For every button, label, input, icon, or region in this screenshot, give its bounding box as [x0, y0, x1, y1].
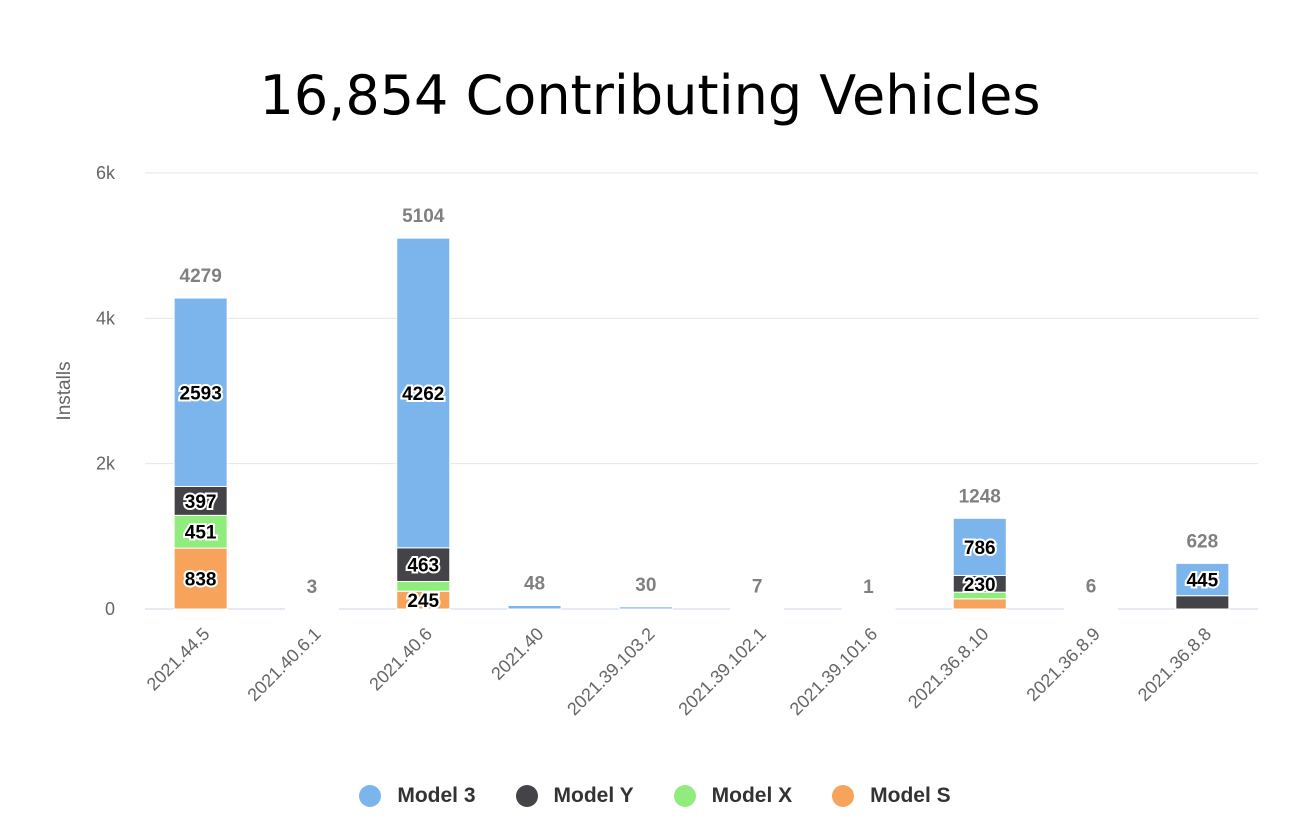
legend-label: Model Y — [553, 784, 634, 807]
y-axis-label: Installs — [54, 361, 75, 420]
segment-value-label: 445 — [1186, 571, 1218, 592]
bar-segment-model-3[interactable] — [618, 606, 673, 610]
chart-title: 16,854 Contributing Vehicles — [259, 64, 1041, 127]
bar-segment-model-y[interactable] — [1175, 595, 1230, 610]
y-tick-label: 4k — [96, 308, 116, 328]
stack-total-label: 628 — [1186, 531, 1218, 552]
legend-item-model-s[interactable]: Model S — [832, 784, 951, 808]
stack-total-label: 6 — [1086, 577, 1097, 598]
segment-value-label: 397 — [185, 492, 217, 513]
segment-value-label: 838 — [185, 570, 217, 591]
bar-segment-model-3[interactable] — [952, 517, 1007, 576]
segment-value-label: 463 — [407, 556, 439, 577]
stack-total-label: 48 — [524, 574, 545, 595]
legend-swatch — [359, 785, 382, 807]
bar-segment-model-y[interactable] — [396, 547, 451, 582]
bar-segment-model-s[interactable] — [173, 547, 228, 610]
segment-value-label: 786 — [964, 538, 996, 559]
segment-value-label: 245 — [407, 591, 439, 612]
legend-swatch — [673, 785, 696, 807]
segment-value-label: 4262 — [402, 384, 444, 405]
legend-label: Model 3 — [397, 784, 476, 807]
legend: Model 3 Model Y Model X Model S — [0, 778, 1310, 814]
stack-total-label: 3 — [307, 577, 318, 598]
bar-segment-model-x[interactable] — [396, 580, 451, 592]
stack-total-label: 5104 — [402, 206, 445, 227]
grid-lines — [145, 172, 1258, 610]
data-labels: 838 451 397 2593 4279 3 245 463 4262 5104 48 30 7 1 23… — [178, 206, 1221, 614]
bars — [173, 237, 1230, 610]
x-tick-label: 2021.36.8.10 — [904, 624, 992, 712]
legend-swatch — [515, 785, 538, 807]
x-tick-label: 2021.36.8.8 — [1134, 624, 1215, 705]
bar-segment-model-3[interactable] — [507, 605, 562, 610]
stack-total-label: 1 — [863, 577, 874, 598]
bar-segment-model-x[interactable] — [173, 514, 228, 549]
segment-value-label: 451 — [185, 523, 217, 544]
bar-segment-model-s[interactable] — [952, 598, 1007, 610]
bar-segment-model-3[interactable] — [730, 607, 785, 610]
stack-total-label: 1248 — [959, 486, 1001, 507]
legend-item-model-x[interactable]: Model X — [673, 784, 793, 808]
bar-segment-model-y[interactable] — [173, 485, 228, 516]
x-tick-label: 2021.39.101.6 — [786, 624, 882, 720]
bar-segment-model-3[interactable] — [1175, 562, 1230, 597]
bar-segment-model-3[interactable] — [396, 237, 451, 549]
x-axis-ticks: 2021.44.5 2021.40.6.1 2021.40.6 2021.40 2021… — [143, 624, 1215, 720]
segment-value-label: 230 — [964, 575, 996, 596]
x-tick-label: 2021.40.6 — [365, 624, 436, 695]
legend-swatch — [832, 785, 855, 807]
stack-total-label: 7 — [752, 576, 763, 597]
x-tick-label: 2021.40 — [487, 624, 547, 684]
segment-value-label: 2593 — [180, 383, 222, 404]
x-tick-label: 2021.44.5 — [143, 624, 214, 695]
y-axis-ticks: 0 2k 4k 6k — [96, 163, 116, 619]
y-tick-label: 2k — [96, 454, 116, 474]
x-tick-label: 2021.39.103.2 — [563, 624, 659, 720]
bar-segment-model-3[interactable] — [173, 297, 228, 487]
stack-total-label: 4279 — [180, 266, 222, 287]
legend-label: Model X — [711, 784, 793, 807]
legend-label: Model S — [870, 784, 951, 807]
x-tick-label: 2021.36.8.9 — [1022, 624, 1103, 705]
stack-total-label: 30 — [635, 575, 656, 596]
legend-item-model-3[interactable]: Model 3 — [359, 784, 476, 808]
y-tick-label: 6k — [96, 163, 116, 183]
x-tick-label: 2021.39.102.1 — [674, 624, 770, 720]
legend-item-model-y[interactable]: Model Y — [515, 784, 634, 808]
x-tick-label: 2021.40.6.1 — [243, 624, 324, 705]
y-tick-label: 0 — [105, 599, 115, 619]
